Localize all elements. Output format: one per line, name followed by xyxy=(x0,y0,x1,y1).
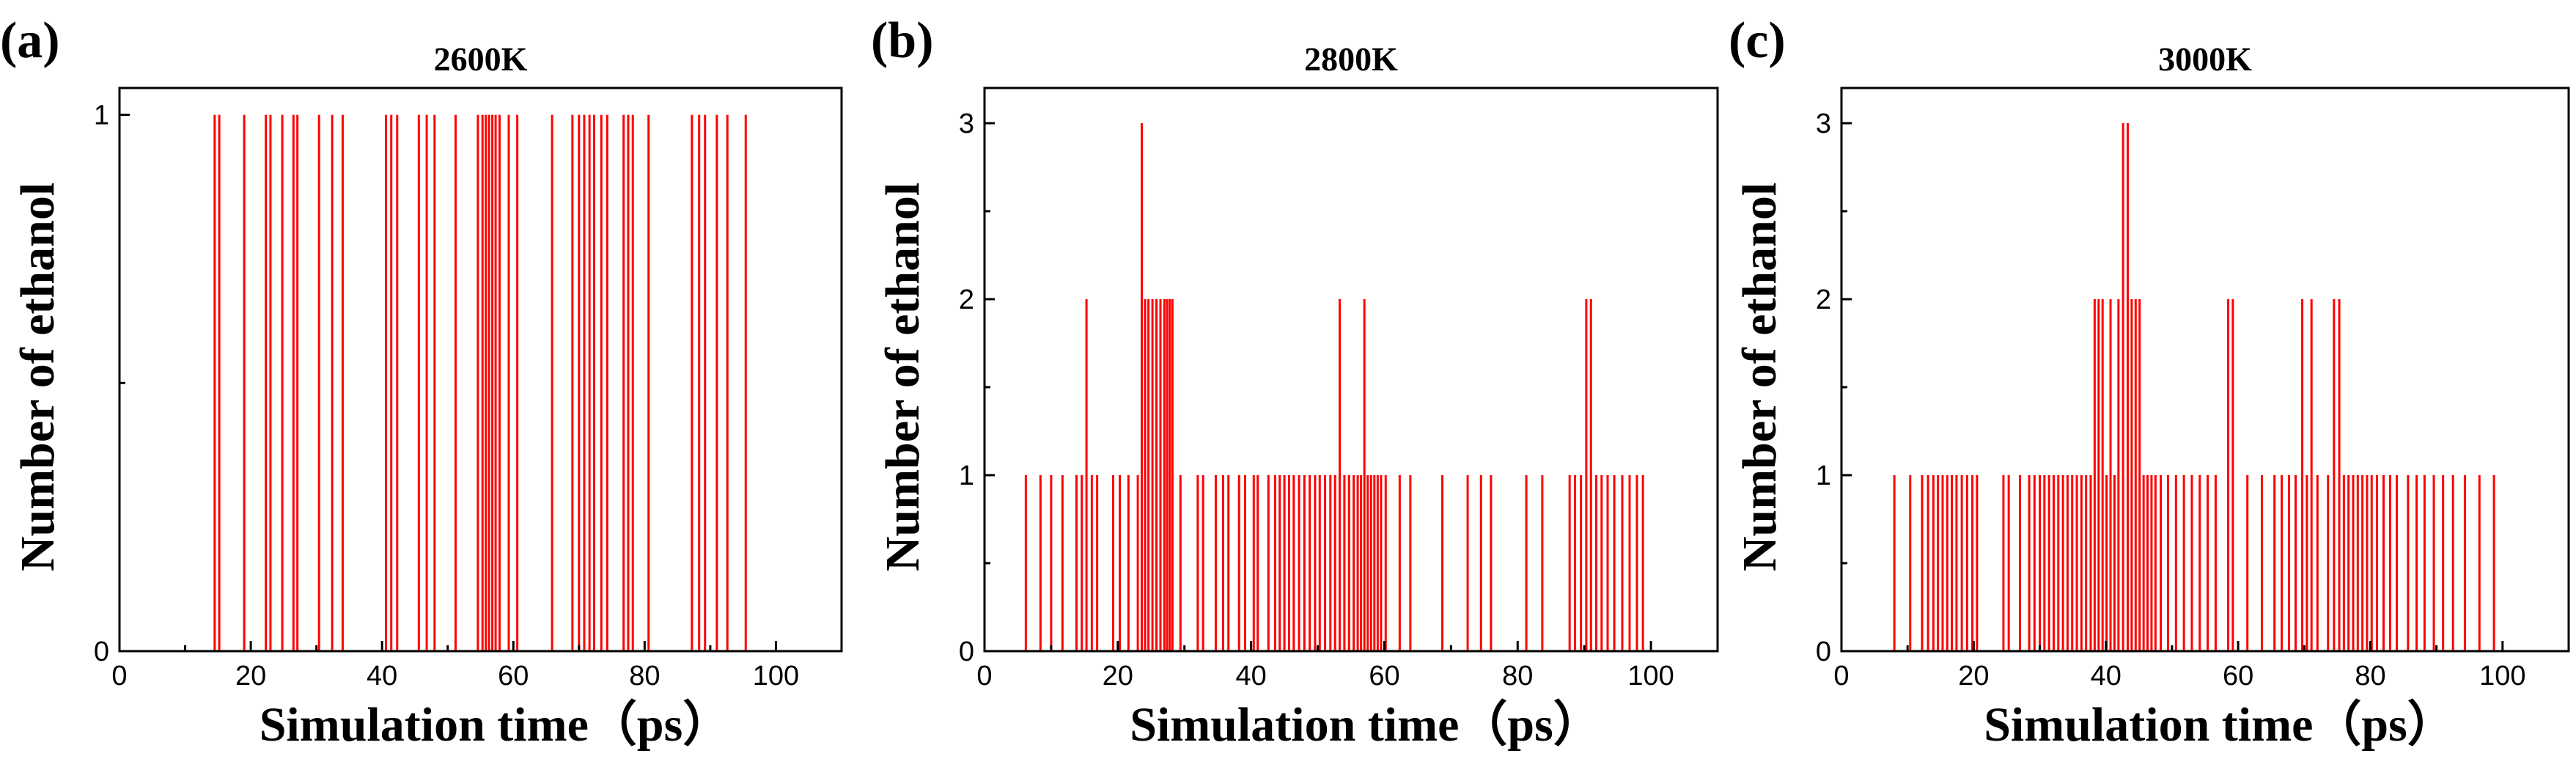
panel-label: (a) xyxy=(0,12,60,69)
y-axis-title: Number of ethanol xyxy=(11,183,65,571)
y-tick-label: 2 xyxy=(959,285,974,315)
x-tick-label: 20 xyxy=(235,661,266,691)
x-tick-label: 40 xyxy=(2091,661,2121,691)
y-tick-label: 3 xyxy=(1816,109,1831,139)
x-axis-title: Simulation time（ps） xyxy=(1984,697,2456,752)
chart-panel-2: (b) 2800K 0 20 40 60 80 100 0 1 2 3 Simulation time（… xyxy=(871,12,1719,752)
x-tick-label: 20 xyxy=(1958,661,1989,691)
y-tick-label: 0 xyxy=(959,636,974,667)
y-axis-title: Number of ethanol xyxy=(876,183,930,571)
x-tick-label: 100 xyxy=(2479,661,2525,691)
panel-title: 2600K xyxy=(434,40,528,78)
x-axis-title: Simulation time（ps） xyxy=(1130,697,1602,752)
panel-title: 3000K xyxy=(2158,40,2252,78)
y-tick-label: 1 xyxy=(94,100,109,131)
x-tick-label: 60 xyxy=(498,661,529,691)
chart-panel-3: (c) 3000K 0 20 40 60 80 100 0 1 2 3 Simulation time（… xyxy=(1729,12,2570,752)
x-tick-label: 40 xyxy=(1235,661,1266,691)
x-tick-label: 80 xyxy=(1502,661,1533,691)
x-tick-label: 0 xyxy=(976,661,992,691)
x-tick-label: 0 xyxy=(1833,661,1849,691)
x-tick-label: 20 xyxy=(1103,661,1133,691)
plot-frame xyxy=(983,87,1719,653)
x-tick-label: 80 xyxy=(2355,661,2385,691)
panel-title: 2800K xyxy=(1304,40,1398,78)
x-tick-label: 100 xyxy=(753,661,799,691)
x-axis-title: Simulation time（ps） xyxy=(260,697,732,752)
y-tick-label: 3 xyxy=(959,109,974,139)
panel-label: (c) xyxy=(1729,12,1786,69)
plot-frame xyxy=(1840,87,2570,653)
x-tick-label: 80 xyxy=(629,661,660,691)
y-tick-label: 0 xyxy=(1816,636,1831,667)
y-axis-title: Number of ethanol xyxy=(1733,183,1786,571)
y-tick-label: 0 xyxy=(94,636,109,667)
y-tick-label: 1 xyxy=(959,460,974,491)
chart-panel-1: (a) 2600K 0 20 40 60 80 100 0 1 Simulation time（ps… xyxy=(0,12,843,752)
x-tick-label: 40 xyxy=(367,661,397,691)
x-tick-label: 60 xyxy=(1369,661,1399,691)
x-tick-label: 0 xyxy=(111,661,127,691)
x-tick-label: 60 xyxy=(2223,661,2253,691)
plot-frame xyxy=(118,87,843,653)
x-tick-label: 100 xyxy=(1627,661,1674,691)
y-tick-label: 2 xyxy=(1816,285,1831,315)
panel-label: (b) xyxy=(871,12,934,69)
y-tick-label: 1 xyxy=(1816,460,1831,491)
